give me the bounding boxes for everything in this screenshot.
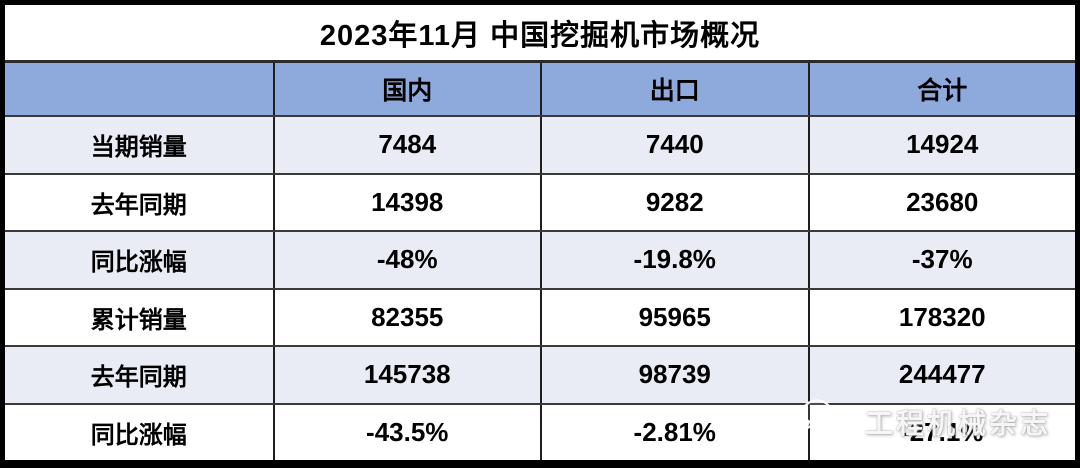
table-row-last-year-same-period: 去年同期 14398 9282 23680 [5, 172, 1076, 230]
cell-total: 14924 [807, 117, 1076, 173]
header-corner-cell [5, 63, 273, 115]
row-label: 累计销量 [90, 306, 187, 334]
header-domestic: 国内 [272, 63, 541, 115]
row-label: 同比涨幅 [90, 249, 187, 277]
cell-export: 7440 [540, 117, 808, 173]
cell-total: 178320 [807, 289, 1076, 345]
row-label: 同比涨幅 [90, 421, 187, 449]
cell-domestic: 14398 [272, 174, 541, 230]
cell-export: 9282 [540, 174, 808, 230]
cell-total: 244477 [807, 347, 1076, 403]
cell-export: 95965 [540, 289, 808, 345]
cell-export: -19.8% [540, 232, 808, 288]
page-title: 2023年11月 中国挖掘机市场概况 [5, 5, 1075, 60]
table-row-yoy-change: 同比涨幅 -48% -19.8% -37% [5, 230, 1075, 288]
table-header-row: 国内 出口 合计 [5, 60, 1075, 115]
row-label: 去年同期 [90, 191, 187, 219]
table-row-cumulative-yoy-change: 同比涨幅 -43.5% -2.81% -27.1% [5, 402, 1076, 460]
cell-domestic: -48% [272, 232, 541, 288]
row-label: 当期销量 [90, 134, 187, 162]
header-total: 合计 [807, 63, 1076, 115]
table-row-current-sales: 当期销量 7484 7440 14924 [5, 115, 1075, 173]
cell-domestic: 145738 [272, 347, 541, 403]
cell-domestic: 82355 [272, 289, 541, 345]
cell-export: 98739 [540, 347, 808, 403]
table-row-cumulative-sales: 累计销量 82355 95965 178320 [5, 287, 1076, 345]
table-row-last-year-cumulative: 去年同期 145738 98739 244477 [5, 345, 1075, 403]
cell-domestic: -43.5% [272, 404, 541, 460]
cell-total: 23680 [807, 174, 1076, 230]
cell-total: -27.1% [807, 404, 1076, 460]
header-export: 出口 [540, 63, 808, 115]
cell-export: -2.81% [540, 404, 808, 460]
cell-domestic: 7484 [272, 117, 541, 173]
cell-total: -37% [807, 232, 1076, 288]
row-label: 去年同期 [90, 364, 187, 392]
